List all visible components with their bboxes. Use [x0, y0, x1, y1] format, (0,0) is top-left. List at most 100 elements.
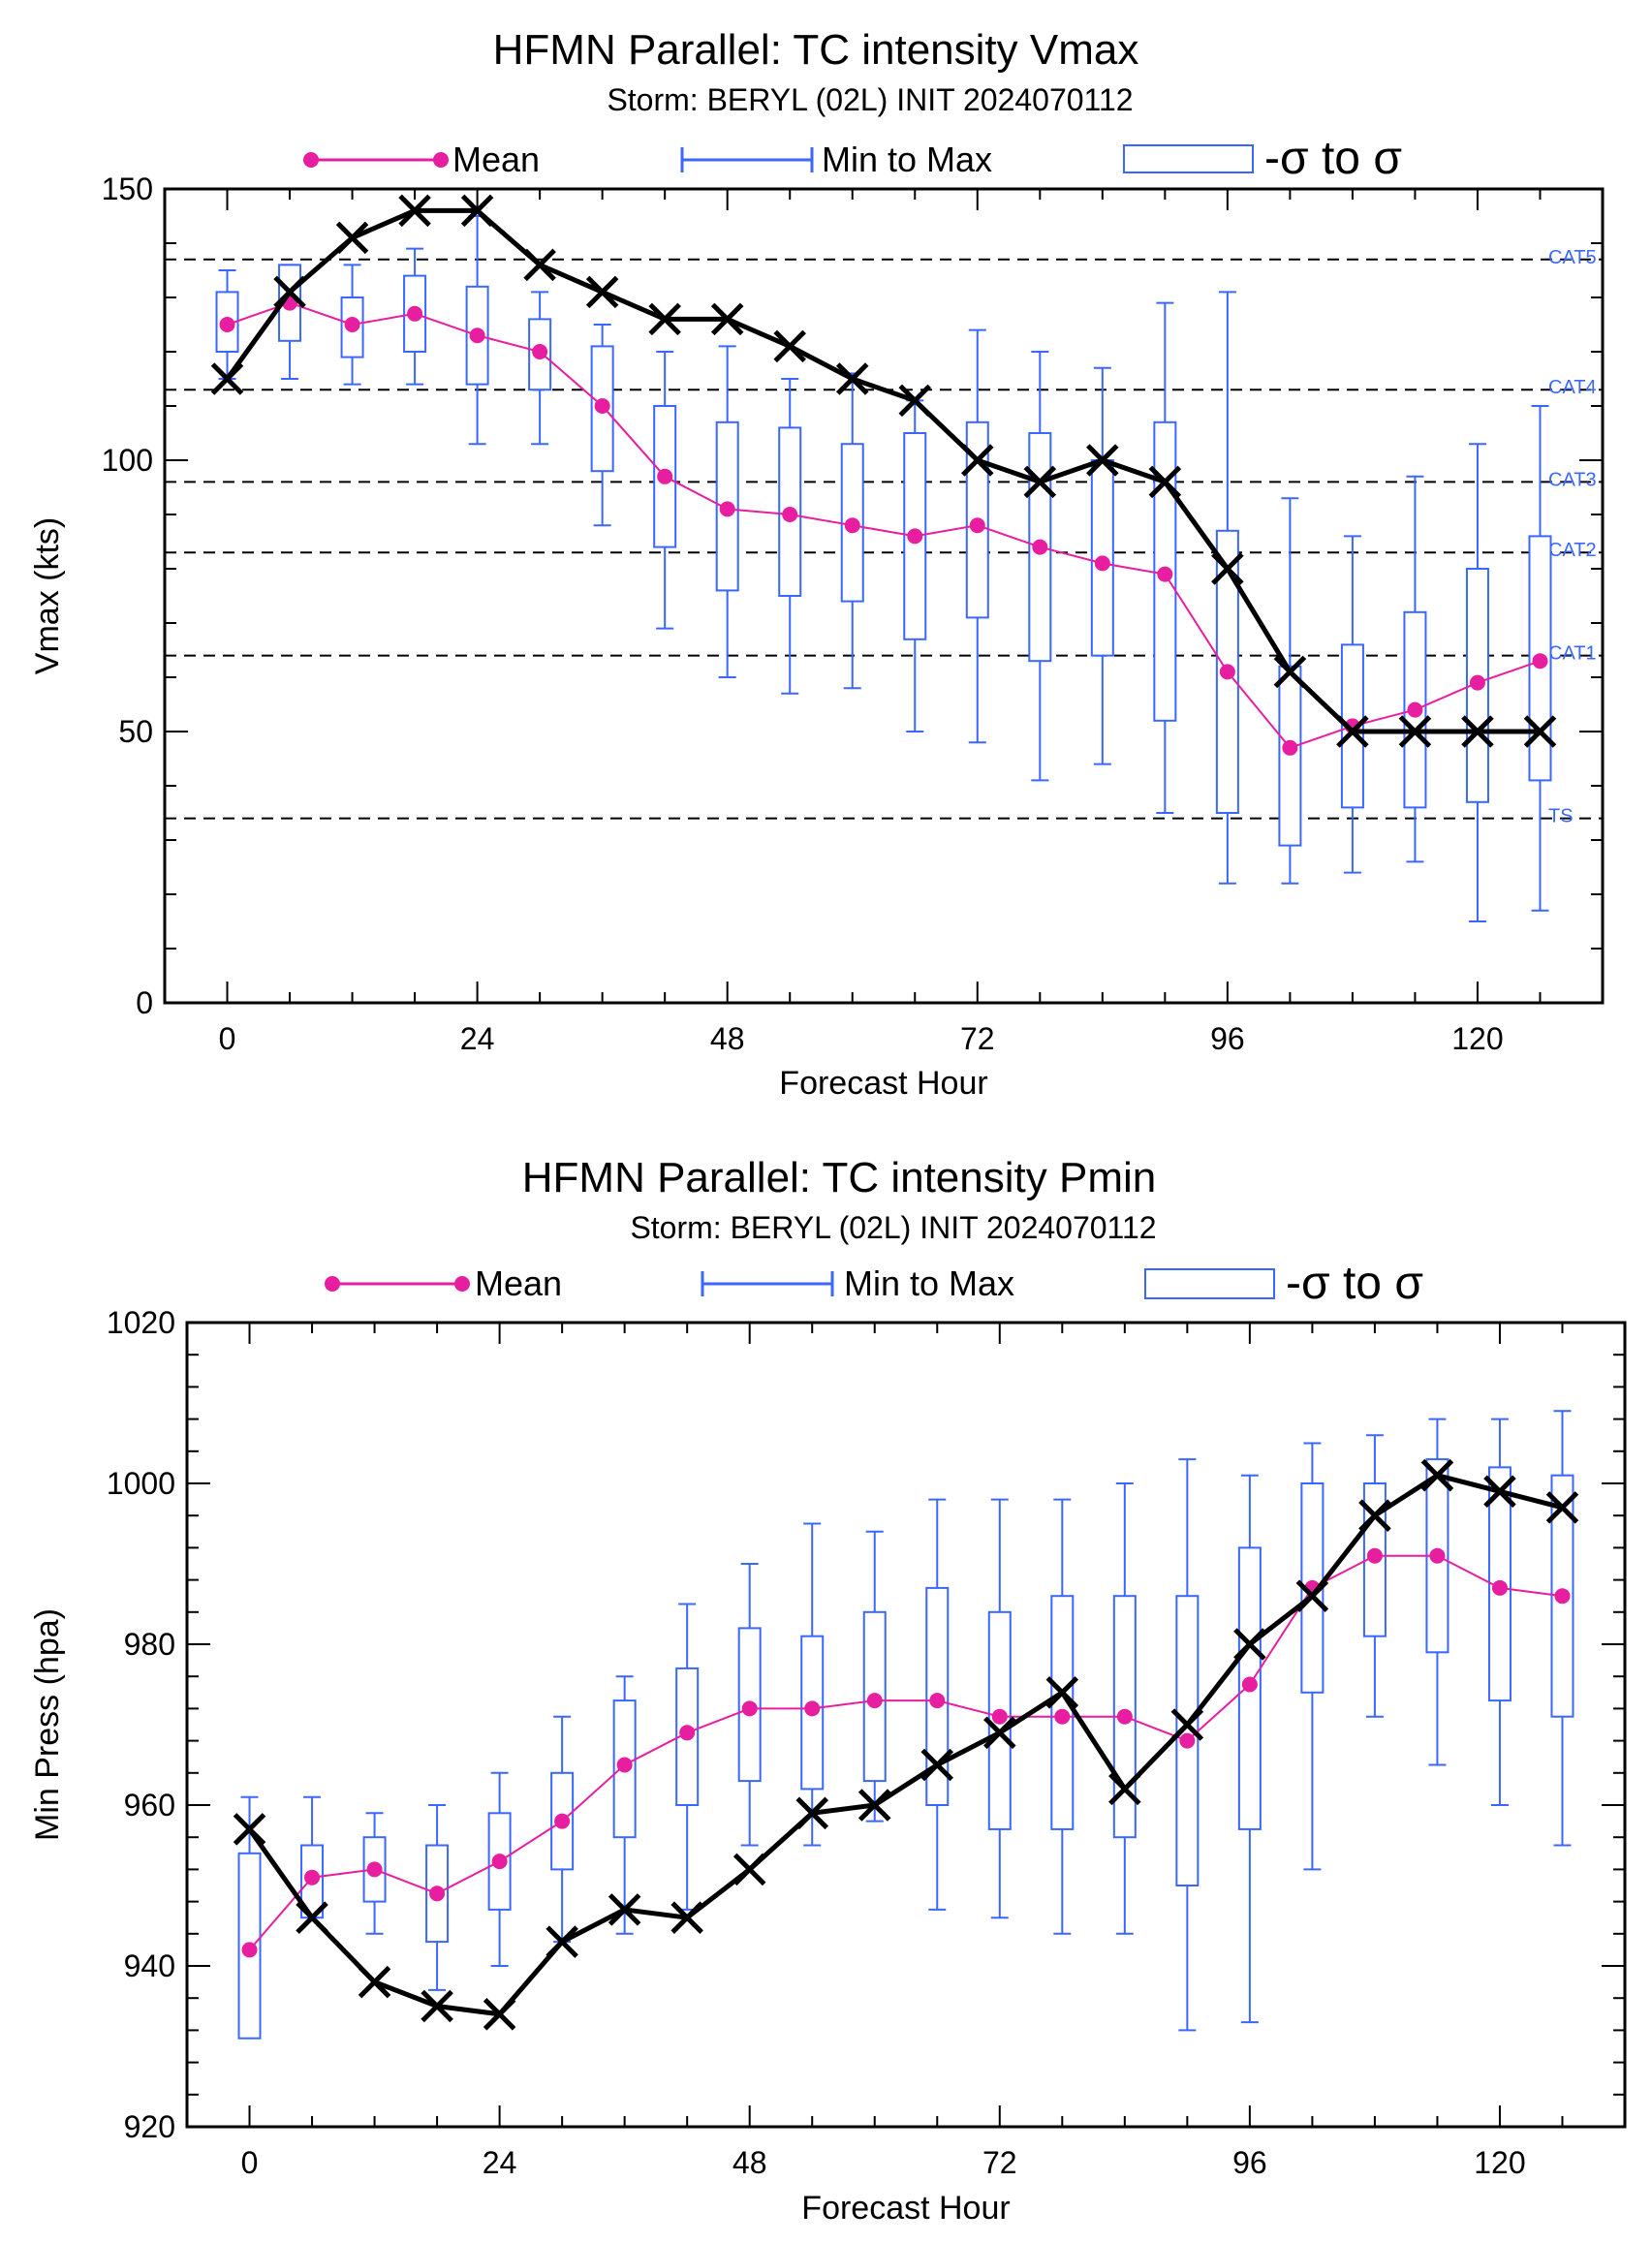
vmax-xlabel: Forecast Hour	[779, 1065, 987, 1102]
x-marker-stroke	[296, 1901, 328, 1934]
y-tick-label: 1000	[107, 1466, 175, 1501]
x-marker-stroke	[358, 1965, 391, 1999]
x-marker-stroke	[835, 362, 869, 395]
mean-point	[1219, 664, 1235, 680]
x-marker-stroke	[233, 1813, 266, 1846]
x-tick-label: 96	[1210, 1021, 1245, 1056]
y-tick-label: 50	[118, 714, 153, 749]
x-marker	[1045, 1676, 1079, 1709]
legend-mean-dot	[433, 152, 449, 168]
x-marker	[961, 444, 994, 477]
x-marker-stroke	[398, 194, 431, 228]
mean-point	[1282, 739, 1298, 756]
mean-point	[241, 1942, 258, 1958]
x-marker-stroke	[1295, 1579, 1329, 1612]
legend-sigma-box	[1144, 1268, 1275, 1299]
category-label-cat1: CAT1	[1548, 643, 1597, 665]
pmin-chart: HFMN Parallel: TC intensity Pmin Storm: …	[29, 1154, 1627, 2227]
x-marker-stroke	[1148, 465, 1182, 499]
x-marker	[1461, 715, 1494, 748]
x-marker	[460, 194, 494, 228]
x-marker	[1523, 715, 1557, 748]
mean-point	[657, 468, 673, 484]
x-marker	[1483, 1475, 1516, 1509]
category-label-ts: TS	[1548, 806, 1574, 827]
x-marker	[608, 1893, 641, 1926]
x-marker-stroke	[1233, 1628, 1266, 1661]
mean-point	[616, 1757, 633, 1773]
mean-point	[1094, 555, 1110, 572]
pmin-x-series	[233, 1458, 1579, 2031]
x-tick-label: 0	[219, 1021, 236, 1056]
x-marker-stroke	[1523, 715, 1557, 748]
x-marker-stroke	[795, 1796, 828, 1830]
mean-point	[1554, 1588, 1571, 1605]
x-series-line	[247, 1473, 1564, 2017]
x-marker-stroke	[585, 275, 619, 309]
x-marker-stroke	[920, 1748, 954, 1782]
x-marker	[358, 1965, 391, 1999]
x-marker	[1420, 1458, 1454, 1492]
x-marker-stroke	[773, 329, 806, 363]
mean-point	[1366, 1547, 1383, 1564]
mean-point	[1179, 1732, 1196, 1749]
x-marker	[273, 275, 306, 309]
x-marker-stroke	[710, 302, 744, 336]
x-tick-label: 48	[732, 2145, 767, 2180]
x-marker	[795, 1796, 828, 1830]
pmin-ylabel: Min Press (hpa)	[29, 1608, 66, 1841]
x-marker-stroke	[648, 302, 681, 336]
x-tick-label: 96	[1232, 2145, 1267, 2180]
y-tick-label: 1020	[107, 1305, 175, 1340]
x-marker-stroke	[961, 444, 994, 477]
mean-point	[1532, 653, 1548, 670]
mean-point	[719, 501, 735, 517]
mean-point	[594, 398, 610, 414]
mean-point	[907, 528, 923, 545]
pmin-boxes	[237, 1410, 1574, 2040]
x-marker	[1273, 655, 1307, 689]
x-tick-label: 24	[460, 1021, 495, 1056]
legend-sigma-box	[1123, 144, 1254, 173]
x-marker	[545, 1925, 578, 1958]
mean-point	[366, 1861, 383, 1878]
mean-point	[554, 1813, 571, 1829]
mean-point	[782, 507, 798, 522]
vmax-plot-frame	[163, 187, 1605, 1005]
x-marker	[1170, 1708, 1204, 1741]
x-marker	[732, 1853, 766, 1886]
mean-point	[469, 327, 485, 344]
x-marker	[920, 1748, 954, 1782]
vmax-legend: Mean Min to Max -σ to σ	[303, 133, 1402, 184]
x-tick-label: 72	[982, 2145, 1017, 2180]
legend-mean-dot	[454, 1276, 470, 1292]
vmax-mean-series	[219, 295, 1548, 756]
x-marker	[421, 1989, 453, 2023]
x-marker-stroke	[1023, 465, 1057, 499]
x-marker-stroke	[1545, 1491, 1579, 1524]
mean-point	[1032, 539, 1048, 555]
x-marker-stroke	[335, 221, 369, 255]
x-marker	[210, 362, 244, 395]
x-marker-stroke	[273, 275, 306, 309]
x-marker	[835, 362, 869, 395]
legend-sigma-label: -σ to σ	[1264, 133, 1402, 184]
x-marker-stroke	[1273, 655, 1307, 689]
x-marker-stroke	[1461, 715, 1494, 748]
x-marker	[983, 1716, 1016, 1750]
mean-point	[741, 1700, 758, 1717]
mean-point	[1469, 674, 1485, 691]
x-marker	[1545, 1491, 1579, 1524]
legend-mean-label: Mean	[452, 140, 540, 179]
x-marker	[1233, 1628, 1266, 1661]
pmin-mean-series	[241, 1547, 1571, 1958]
x-marker	[398, 194, 431, 228]
x-marker	[1358, 1499, 1391, 1532]
x-marker	[335, 221, 369, 255]
legend-mean-dot	[303, 152, 319, 168]
vmax-ylabel: Vmax (kts)	[29, 517, 66, 674]
x-tick-label: 120	[1474, 2145, 1525, 2180]
vmax-boxes	[215, 215, 1552, 922]
mean-point	[866, 1693, 883, 1709]
mean-line	[227, 301, 1541, 749]
